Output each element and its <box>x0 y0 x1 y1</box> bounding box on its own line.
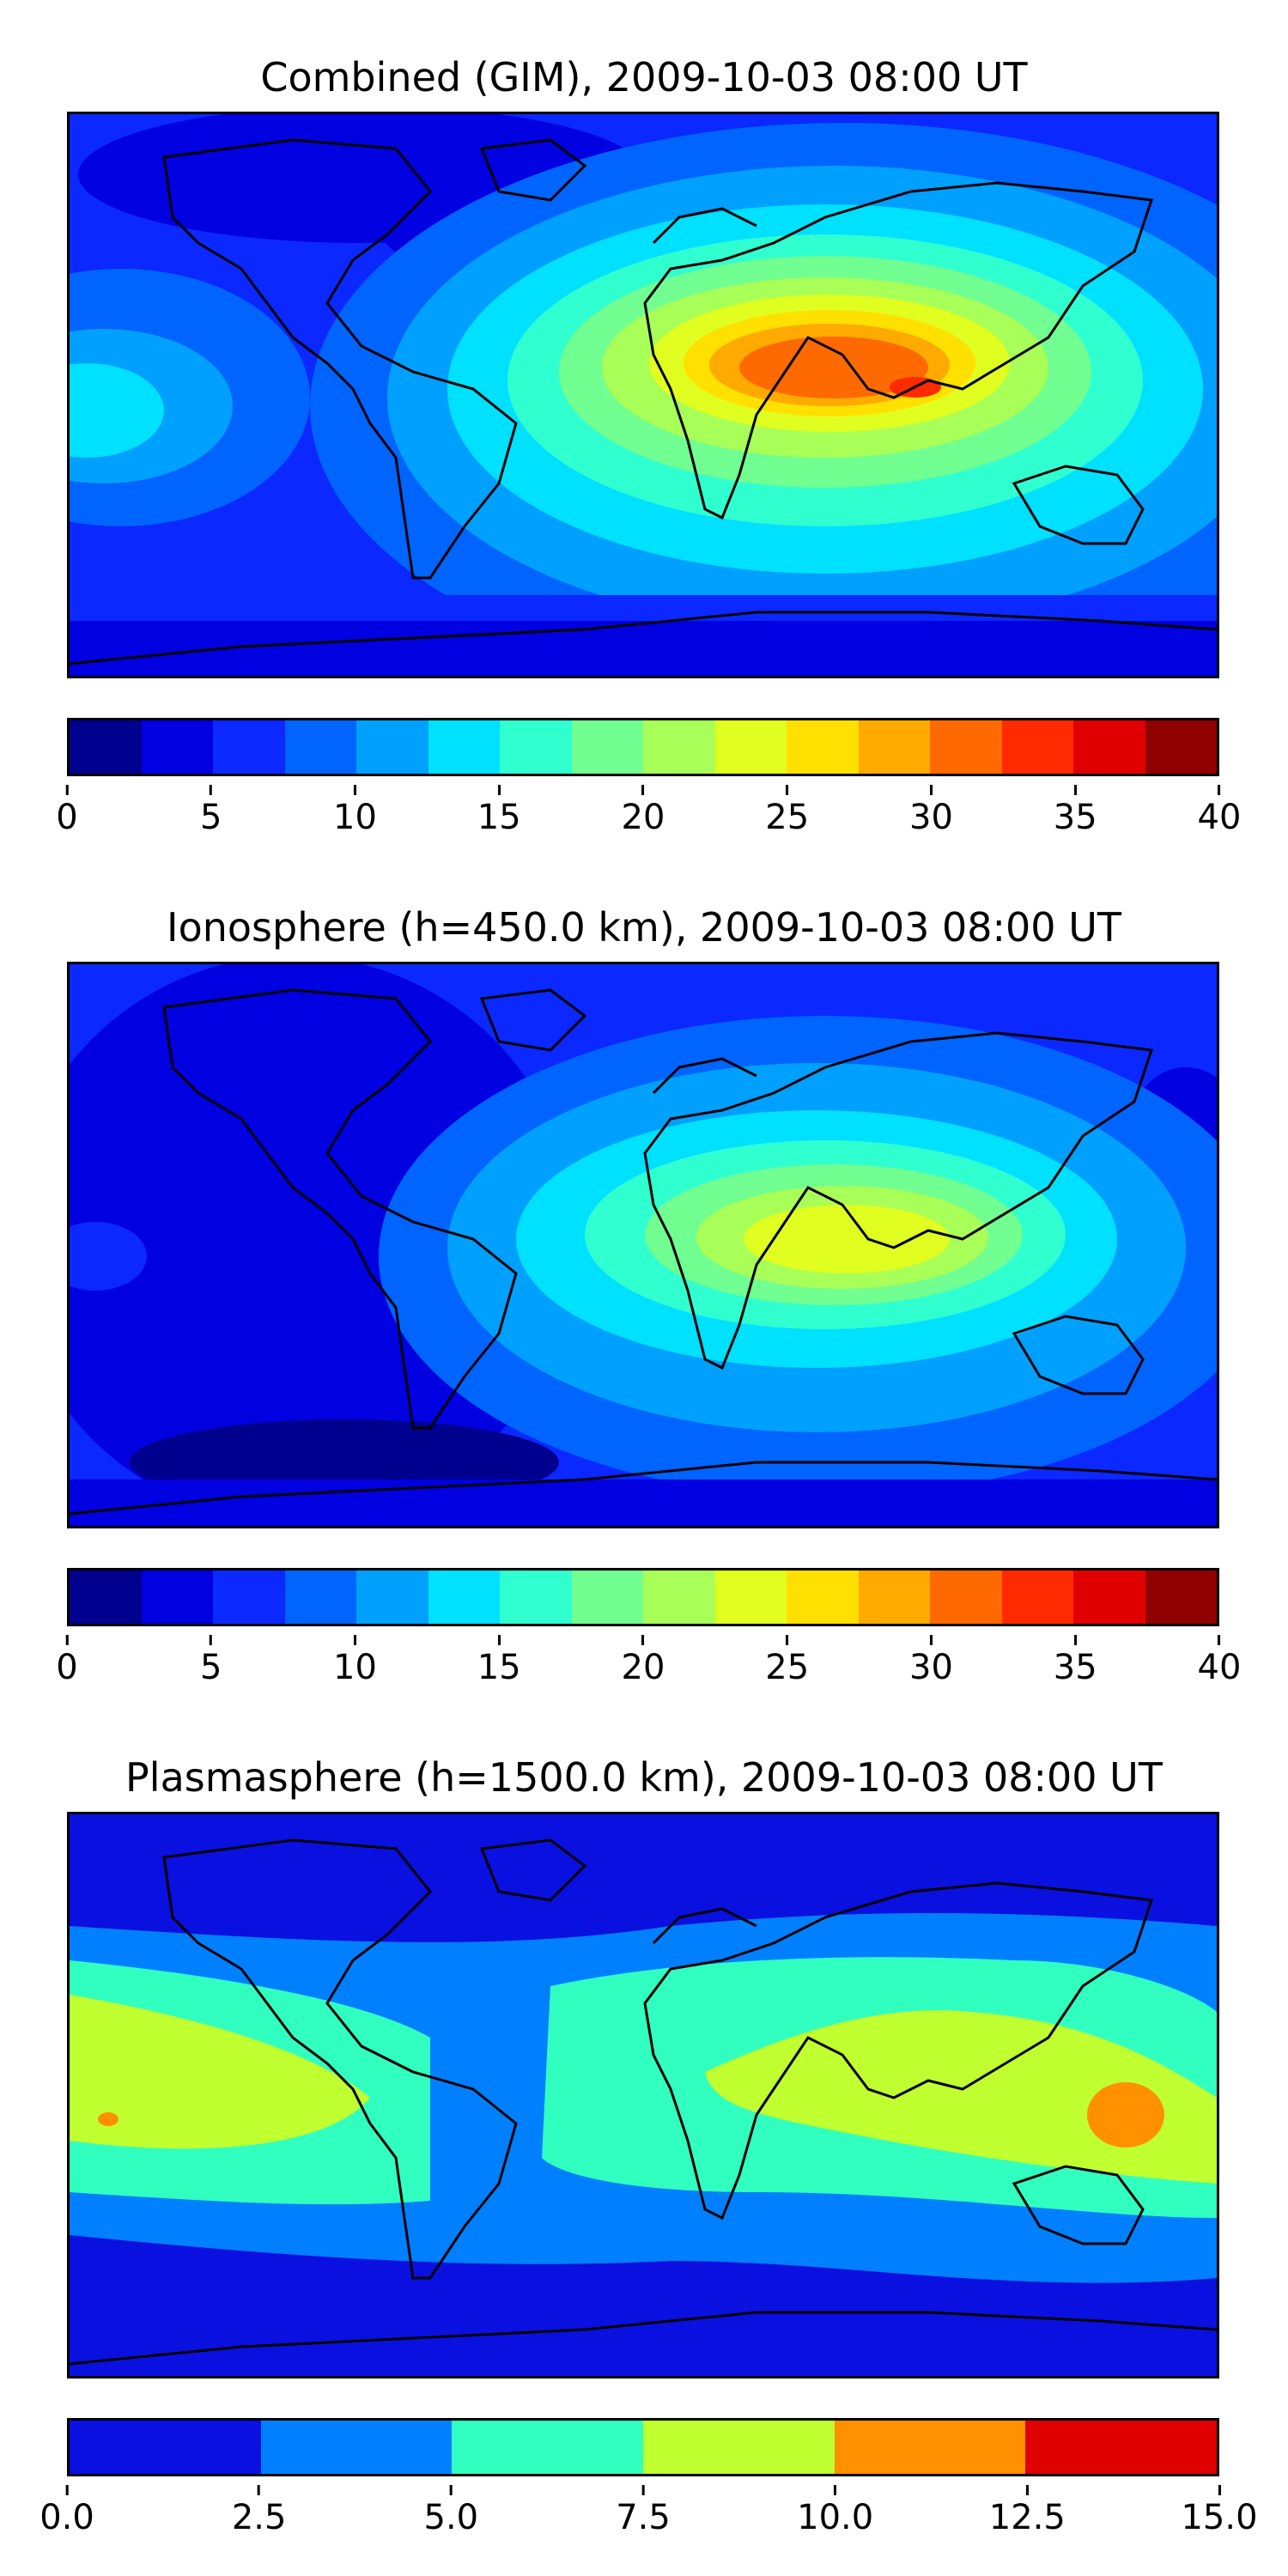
colorbar-segment <box>428 1571 500 1624</box>
colorbar-segment <box>643 2421 835 2474</box>
tick-label: 15.0 <box>1181 2498 1258 2537</box>
colorbar-segment <box>930 1571 1002 1624</box>
colorbar-segment <box>500 720 572 774</box>
tick-label: 25 <box>765 1648 810 1687</box>
colorbar-segment <box>858 720 930 774</box>
colorbar-segment <box>452 2421 644 2474</box>
map-plasmasphere <box>67 1812 1219 2379</box>
tick-label: 12.5 <box>988 2498 1066 2537</box>
tick-label: 20 <box>621 1648 665 1687</box>
colorbar-segment <box>1025 2421 1218 2474</box>
colorbar-segment <box>1073 720 1145 774</box>
colorbar-segment <box>70 1571 142 1624</box>
map-ionosphere <box>67 962 1219 1528</box>
colorbar-combined <box>67 718 1219 776</box>
tick-label: 0 <box>56 1648 78 1687</box>
colorbar-segment <box>500 1571 572 1624</box>
tick-label: 30 <box>909 798 953 837</box>
tick-label: 15 <box>477 1648 521 1687</box>
tick-label: 35 <box>1053 1648 1097 1687</box>
colorbar-ionosphere <box>67 1568 1219 1626</box>
tick-label: 20 <box>621 798 665 837</box>
colorbar-segment <box>356 1571 428 1624</box>
colorbar-segment <box>70 2421 261 2474</box>
colorbar-segment <box>428 720 500 774</box>
colorbar-segment <box>70 720 142 774</box>
colorbar-segment <box>858 1571 930 1624</box>
tick-label: 0.0 <box>39 2498 94 2537</box>
panel-title-plasmasphere: Plasmasphere (h=1500.0 km), 2009-10-03 0… <box>125 1754 1163 1801</box>
colorbar-segment <box>787 1571 859 1624</box>
tick-label: 0 <box>56 798 78 837</box>
colorbar-segment <box>714 1571 787 1624</box>
tick-label: 10 <box>333 798 377 837</box>
colorbar-plasmasphere <box>67 2418 1219 2476</box>
tick-label: 35 <box>1053 798 1097 837</box>
colorbar-segment <box>930 720 1002 774</box>
colorbar-segment <box>260 2421 453 2474</box>
colorbar-segment <box>571 1571 643 1624</box>
tick-label: 5 <box>200 798 222 837</box>
colorbar-segment <box>284 1571 356 1624</box>
tick-label: 40 <box>1197 798 1242 837</box>
tick-label: 5 <box>200 1648 222 1687</box>
colorbar-segment <box>834 2421 1026 2474</box>
tick-label: 10.0 <box>797 2498 874 2537</box>
colorbar-ticks-ionosphere: 0 5 10 15 20 25 30 35 40 <box>56 1647 1241 1698</box>
colorbar-segment <box>284 720 356 774</box>
colorbar-segment <box>1073 1571 1145 1624</box>
panel-title-ionosphere: Ionosphere (h=450.0 km), 2009-10-03 08:0… <box>167 904 1121 951</box>
tick-label: 30 <box>909 1648 953 1687</box>
colorbar-segment <box>1145 1571 1217 1624</box>
colorbar-segment <box>1001 720 1073 774</box>
colorbar-ticks-combined: 0 5 10 15 20 25 30 35 40 <box>56 797 1241 848</box>
tick-label: 25 <box>765 798 810 837</box>
panel-title-combined: Combined (GIM), 2009-10-03 08:00 UT <box>260 54 1028 100</box>
map-combined <box>67 112 1219 678</box>
tick-label: 40 <box>1197 1648 1242 1687</box>
colorbar-segment <box>643 1571 715 1624</box>
tick-label: 15 <box>477 798 521 837</box>
colorbar-segment <box>571 720 643 774</box>
colorbar-segment <box>213 720 285 774</box>
colorbar-segment <box>141 1571 213 1624</box>
colorbar-ticks-plasmasphere: 0.0 2.5 5.0 7.5 10.0 12.5 15.0 <box>39 2497 1257 2549</box>
tick-label: 5.0 <box>423 2498 479 2537</box>
tick-label: 10 <box>333 1648 377 1687</box>
colorbar-segment <box>1001 1571 1073 1624</box>
colorbar-segment <box>643 720 715 774</box>
colorbar-segment <box>787 720 859 774</box>
tick-label: 7.5 <box>616 2498 671 2537</box>
colorbar-segment <box>1145 720 1217 774</box>
colorbar-segment <box>356 720 428 774</box>
colorbar-segment <box>213 1571 285 1624</box>
tick-label: 2.5 <box>231 2498 287 2537</box>
colorbar-segment <box>714 720 787 774</box>
colorbar-segment <box>141 720 213 774</box>
